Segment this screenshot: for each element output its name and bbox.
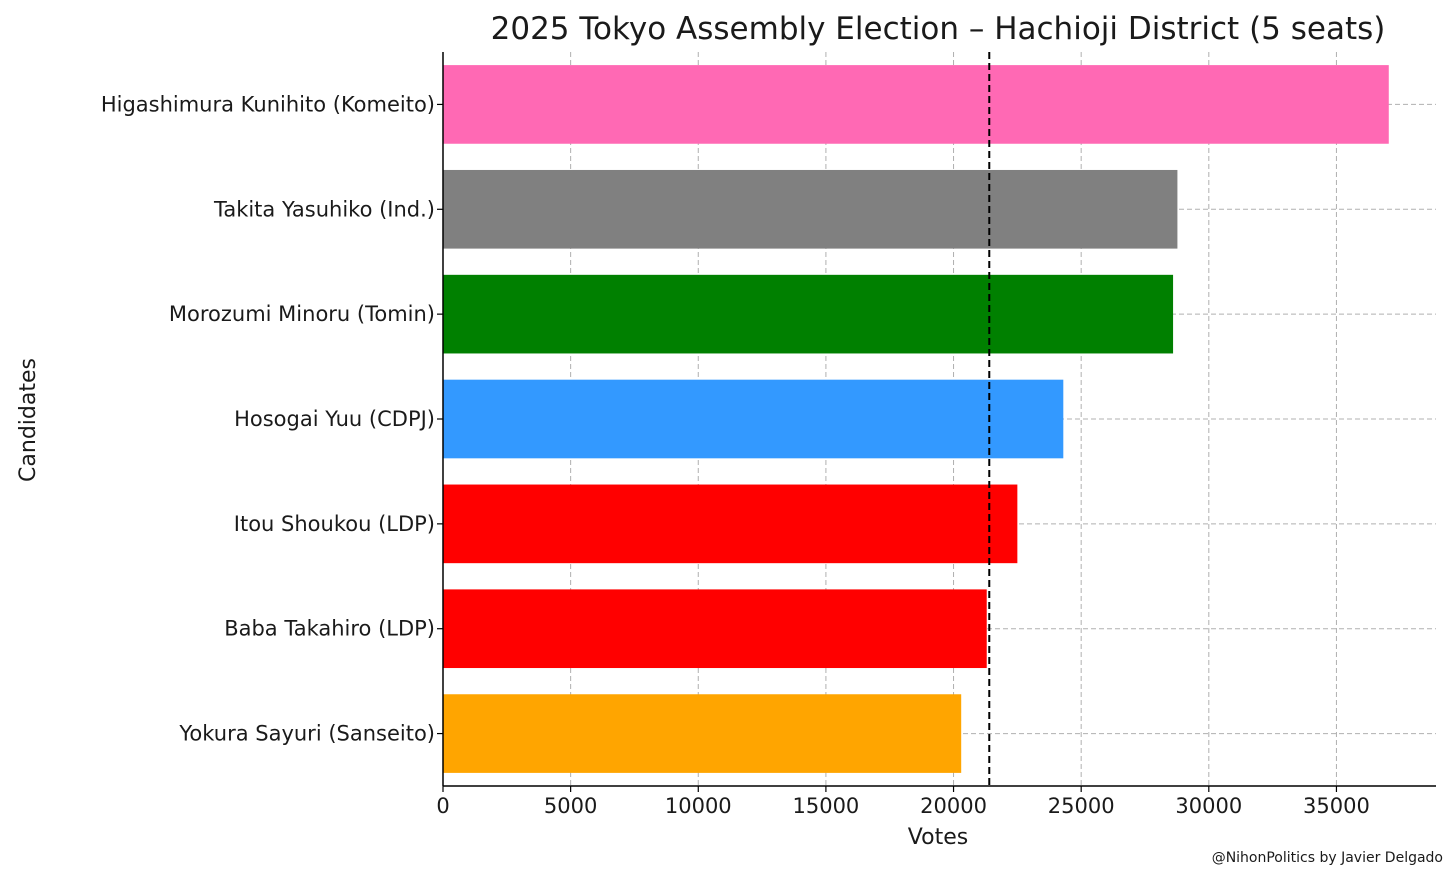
- y-tick-label: Higashimura Kunihito (Komeito): [101, 92, 435, 116]
- y-tick-label: Hosogai Yuu (CDPJ): [234, 407, 435, 431]
- y-tick-label: Itou Shoukou (LDP): [234, 512, 435, 536]
- bar-takita-yasuhiko-ind: [443, 169, 1178, 249]
- bar-itou-shoukou-ldp: [443, 484, 1018, 564]
- x-tick-label: 15000: [792, 794, 859, 818]
- bar-baba-takahiro-ldp: [443, 589, 987, 669]
- x-tick-label: 10000: [665, 794, 732, 818]
- x-tick-label: 35000: [1303, 794, 1370, 818]
- y-tick-label: Morozumi Minoru (Tomin): [169, 302, 435, 326]
- x-tick-label: 0: [436, 794, 449, 818]
- bars-layer: [443, 65, 1389, 773]
- bar-yokura-sayuri-sanseito: [443, 694, 962, 773]
- x-tick-label: 30000: [1175, 794, 1242, 818]
- x-tick-label: 20000: [920, 794, 987, 818]
- chart-title: 2025 Tokyo Assembly Election – Hachioji …: [491, 11, 1386, 47]
- y-axis-label: Candidates: [16, 358, 41, 482]
- y-tick-label: Yokura Sayuri (Sanseito): [178, 722, 435, 746]
- credit-text: @NihonPolitics by Javier Delgado: [1211, 850, 1443, 866]
- y-tick-label: Baba Takahiro (LDP): [224, 617, 435, 641]
- bar-morozumi-minoru-tomin: [443, 274, 1174, 354]
- y-tick-label: Takita Yasuhiko (Ind.): [213, 197, 435, 221]
- axes-layer: [437, 52, 1436, 792]
- bar-higashimura-kunihito-komeito: [443, 65, 1389, 144]
- bar-hosogai-yuu-cdpj: [443, 379, 1064, 459]
- x-tick-label: 25000: [1048, 794, 1115, 818]
- x-axis-label: Votes: [908, 825, 968, 850]
- x-tick-label: 5000: [544, 794, 597, 818]
- labels-layer: 0 5000 10000 15000 20000 25000 30000 35000 Higas…: [101, 92, 1370, 818]
